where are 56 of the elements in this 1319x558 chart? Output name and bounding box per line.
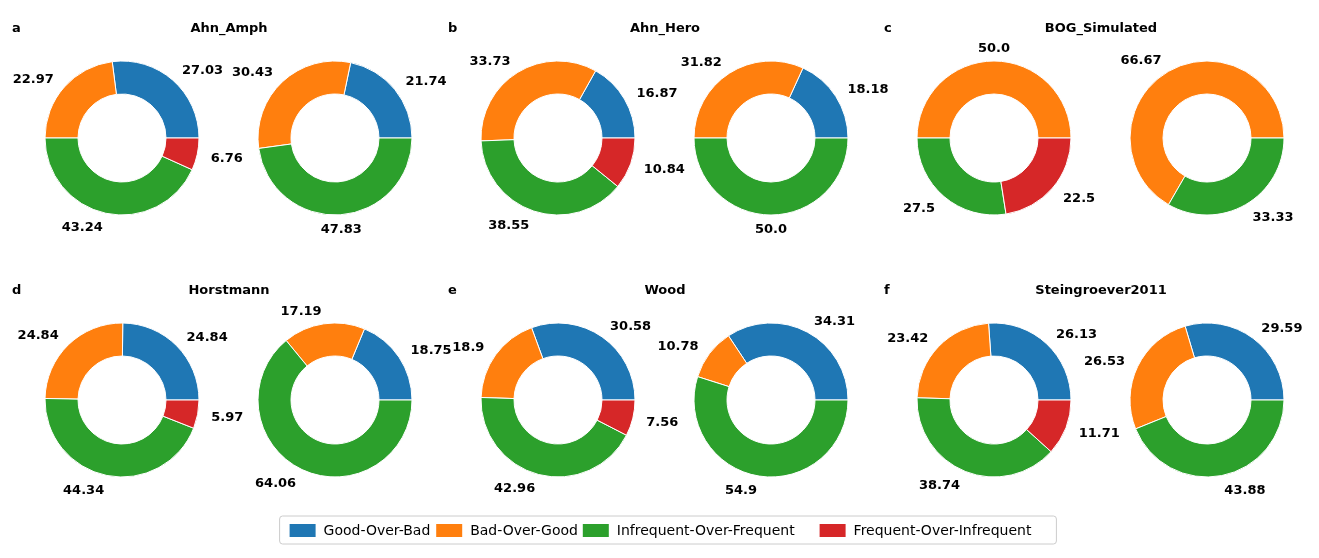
data-label: 11.71 [1078,425,1120,441]
chart-title: Ahn_Amph [190,20,268,36]
text: b [448,20,458,35]
text: a [12,20,21,35]
data-label: 30.58 [610,318,652,334]
data-label: 34.31 [813,312,856,328]
legend-label: Infrequent-Over-Frequent [616,522,796,538]
legend-label: Good-Over-Bad [323,522,431,538]
chart-title: Steingroever2011 [1035,282,1167,297]
data-label: 43.24 [61,219,103,235]
data-label: 33.33 [1252,209,1294,225]
chart-title: Wood [644,282,686,297]
data-label: 47.83 [320,221,362,237]
data-label: 26.13 [1055,326,1098,342]
data-label: 18.75 [410,342,452,358]
chart-title: Horstmann [188,282,270,297]
data-label: 10.78 [657,337,699,353]
data-label: 43.88 [1224,481,1266,497]
data-label: 5.97 [211,409,244,425]
legend-label: Frequent-Over-Infrequent [853,522,1032,538]
data-label: 21.74 [405,73,447,89]
data-label: 27.03 [182,62,224,78]
data-label: 24.84 [186,328,228,344]
data-label: 18.9 [452,339,485,355]
data-label: 64.06 [255,474,297,490]
data-label: 30.43 [231,64,273,80]
data-label: 6.76 [210,149,243,165]
data-label: 44.34 [63,481,105,497]
data-label: 22.97 [12,70,54,86]
data-label: 66.67 [1120,51,1162,67]
data-label: 26.53 [1084,353,1126,369]
data-label: 33.73 [469,53,511,69]
data-label: 42.96 [494,480,536,496]
data-label: 54.9 [724,482,758,498]
data-label: 29.59 [1261,319,1303,335]
data-label: 50.0 [754,221,788,237]
data-label: 16.87 [636,84,678,100]
data-label: 27.5 [902,199,935,215]
text: d [12,282,22,297]
chart-title: Ahn_Hero [629,20,701,36]
text: f [884,282,890,297]
text: c [884,20,892,35]
data-label: 18.18 [847,81,889,97]
data-label: 22.5 [1063,189,1096,205]
data-label: 17.19 [280,302,322,318]
text: e [448,282,457,297]
data-label: 23.42 [887,329,929,345]
chart-title: BOG_Simulated [1044,20,1158,36]
data-label: 7.56 [646,413,679,429]
data-label: 38.74 [919,476,961,492]
data-label: 10.84 [643,160,685,176]
legend-label: Bad-Over-Good [470,522,578,538]
data-label: 31.82 [680,54,722,70]
data-label: 24.84 [17,327,59,343]
data-label: 50.0 [977,39,1011,55]
data-label: 38.55 [488,216,530,232]
